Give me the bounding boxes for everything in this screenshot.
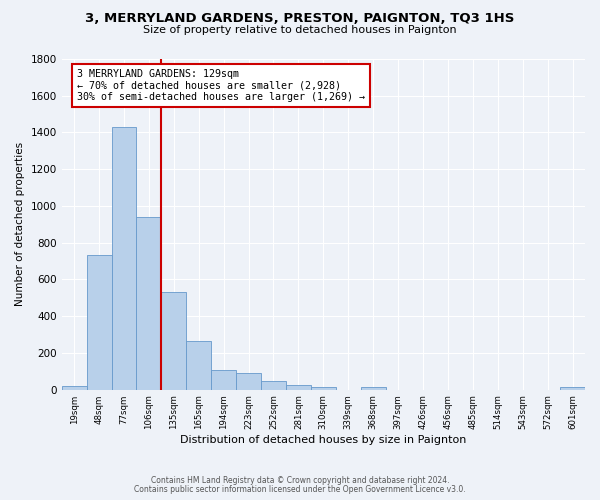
- Bar: [186, 341, 211, 390]
- Bar: [361, 387, 386, 390]
- Bar: [261, 381, 286, 390]
- Text: Contains HM Land Registry data © Crown copyright and database right 2024.: Contains HM Land Registry data © Crown c…: [151, 476, 449, 485]
- Y-axis label: Number of detached properties: Number of detached properties: [15, 142, 25, 306]
- Text: 3, MERRYLAND GARDENS, PRESTON, PAIGNTON, TQ3 1HS: 3, MERRYLAND GARDENS, PRESTON, PAIGNTON,…: [85, 12, 515, 26]
- X-axis label: Distribution of detached houses by size in Paignton: Distribution of detached houses by size …: [180, 435, 467, 445]
- Bar: [161, 292, 186, 390]
- Text: 3 MERRYLAND GARDENS: 129sqm
← 70% of detached houses are smaller (2,928)
30% of : 3 MERRYLAND GARDENS: 129sqm ← 70% of det…: [77, 69, 365, 102]
- Bar: [136, 217, 161, 390]
- Bar: [112, 127, 136, 390]
- Bar: [311, 387, 336, 390]
- Text: Contains public sector information licensed under the Open Government Licence v3: Contains public sector information licen…: [134, 485, 466, 494]
- Bar: [286, 385, 311, 390]
- Text: Size of property relative to detached houses in Paignton: Size of property relative to detached ho…: [143, 25, 457, 35]
- Bar: [86, 254, 112, 390]
- Bar: [560, 387, 585, 390]
- Bar: [62, 386, 86, 390]
- Bar: [211, 370, 236, 390]
- Bar: [236, 373, 261, 390]
